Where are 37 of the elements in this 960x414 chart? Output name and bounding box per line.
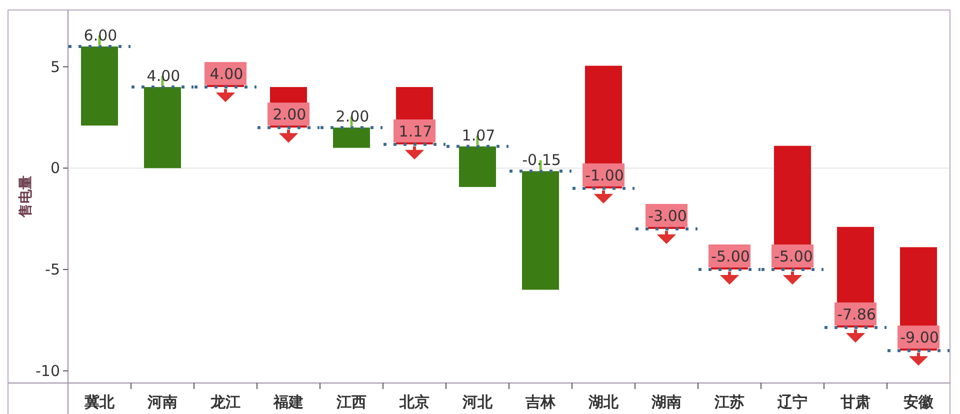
- data-label: 4.00: [146, 67, 180, 86]
- x-tick-label: 辽宁: [776, 393, 808, 411]
- y-tick-label: 5: [50, 58, 60, 76]
- bar: [522, 171, 559, 290]
- data-label: -0.15: [522, 151, 561, 170]
- data-label: -1.00: [585, 166, 624, 184]
- bar: [81, 46, 118, 126]
- bar: [459, 146, 496, 187]
- x-tick-label: 福建: [272, 393, 304, 411]
- data-label: -7.86: [837, 305, 876, 324]
- x-tick-label: 湖北: [588, 393, 620, 411]
- x-tick-label: 龙江: [210, 393, 240, 411]
- data-label: 1.17: [398, 122, 432, 140]
- data-label: 4.00: [210, 65, 244, 84]
- x-tick-label: 江西: [336, 393, 366, 411]
- y-tick-label: 0: [50, 159, 60, 178]
- data-label: -9.00: [900, 328, 939, 347]
- x-tick-label: 冀北: [84, 393, 116, 411]
- data-label: -5.00: [774, 247, 813, 266]
- x-tick-label: 河北: [462, 393, 494, 411]
- bar: [333, 128, 370, 148]
- y-axis-title: 售电量: [18, 176, 34, 218]
- data-label: 2.00: [272, 106, 306, 124]
- data-label: 2.00: [336, 108, 370, 126]
- x-tick-label: 江苏: [714, 393, 744, 411]
- y-tick-label: -10: [36, 362, 60, 380]
- x-tick-label: 河南: [146, 393, 178, 411]
- x-tick-label: 吉林: [524, 393, 556, 411]
- x-tick-label: 安徽: [904, 393, 934, 411]
- x-tick-label: 北京: [398, 393, 430, 411]
- data-label: -5.00: [711, 247, 750, 266]
- y-tick-label: -5: [45, 260, 60, 278]
- data-label: 1.07: [462, 126, 496, 144]
- x-tick-label: 湖南: [650, 393, 682, 411]
- data-label: 6.00: [84, 26, 118, 44]
- x-tick-label: 甘肃: [840, 393, 870, 411]
- bar: [144, 87, 181, 168]
